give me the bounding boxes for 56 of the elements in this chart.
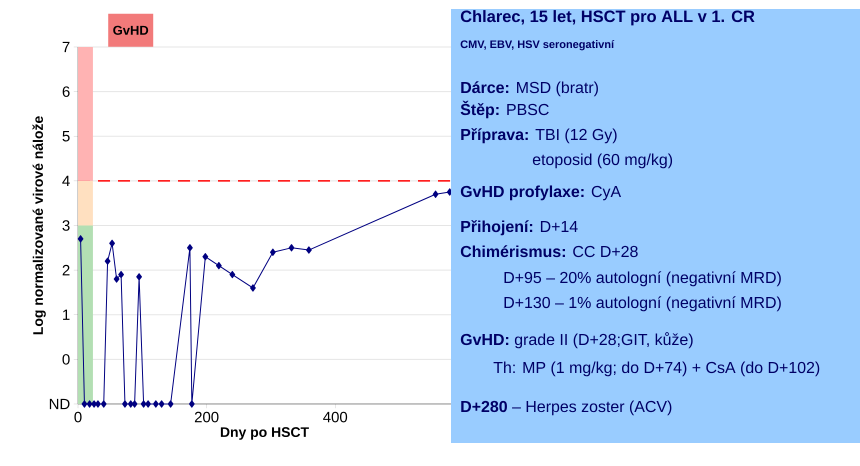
- point: [114, 275, 120, 283]
- text: D+280 – Herpes zoster (ACV): [461, 400, 672, 416]
- point: [216, 262, 222, 270]
- y-tick-label: 4: [62, 176, 70, 186]
- point: [432, 190, 438, 198]
- text: Příprava: TBI (12 Gy): [461, 128, 617, 144]
- text: Chimérismus: CC D+28: [460, 245, 638, 258]
- point: [86, 400, 92, 408]
- text: D+95 – 20% autologní (negativní MRD): [504, 271, 781, 286]
- point: [100, 400, 107, 408]
- point: [145, 400, 151, 408]
- x-tick-label: 400: [323, 412, 348, 422]
- point: [270, 248, 276, 256]
- point: [118, 270, 124, 278]
- point: [288, 244, 294, 252]
- point: [306, 246, 312, 254]
- point: [229, 270, 236, 278]
- point: [202, 253, 208, 260]
- y-tick-label: 5: [62, 131, 70, 142]
- point: [82, 400, 88, 408]
- point: [136, 273, 142, 280]
- text: Přihojení: D+14: [461, 220, 578, 236]
- y-axis-title: Log normalizované virové nálože: [32, 116, 46, 334]
- point: [188, 400, 195, 408]
- point: [187, 244, 193, 252]
- point: [95, 400, 101, 408]
- point: [122, 400, 128, 408]
- point: [168, 400, 174, 408]
- text: GvHD profylaxe: CyA: [460, 185, 622, 200]
- y-tick-label: 6: [62, 86, 70, 97]
- y-tick-label: 7: [62, 42, 70, 52]
- point: [140, 400, 146, 408]
- text: etoposid (60 mg/kg): [532, 153, 672, 168]
- x-tick-label: 0: [74, 412, 82, 422]
- text: Štěp: PBSC: [460, 100, 549, 118]
- point: [104, 257, 110, 265]
- text: GvHD: grade II (D+28;GIT, kůže): [460, 332, 693, 348]
- point: [132, 400, 138, 408]
- y-tick-label: 3: [62, 220, 70, 231]
- text: CMV, EBV, HSV seronegativní: [460, 40, 614, 50]
- y-tick-label: ND: [50, 398, 70, 410]
- text: D+130 – 1% autologní (negativní MRD): [504, 296, 781, 312]
- point: [250, 284, 256, 292]
- x-tick-label: 200: [194, 412, 218, 422]
- point: [152, 400, 159, 408]
- text: Chlarec, 15 let, HSCT pro ALL v 1. CR: [460, 10, 755, 26]
- y-tick-label: 1: [63, 310, 70, 320]
- text: Th: MP (1 mg/kg; do D+74) + CsA (do D+102): [494, 361, 820, 376]
- x-axis-title: Dny po HSCT: [220, 427, 309, 440]
- point: [78, 235, 84, 243]
- y-tick-label: 0: [62, 354, 70, 365]
- point: [158, 400, 165, 408]
- text: GvHD: [113, 26, 148, 35]
- point: [109, 240, 115, 248]
- text: Dárce: MSD (bratr): [461, 81, 598, 96]
- y-tick-label: 2: [62, 264, 70, 276]
